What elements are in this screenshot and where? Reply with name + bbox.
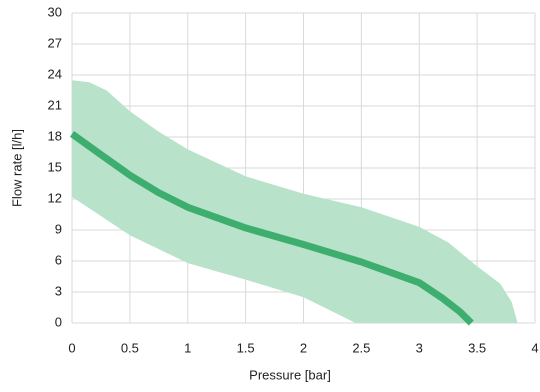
y-tick-label: 9 [55, 221, 62, 236]
x-tick-label: 3.5 [468, 340, 486, 355]
y-axis-label: Flow rate [l/h] [9, 129, 24, 207]
x-tick-label: 1.5 [237, 340, 255, 355]
x-tick-label: 1 [184, 340, 191, 355]
x-tick-label: 0.5 [121, 340, 139, 355]
y-tick-label: 6 [55, 252, 62, 267]
x-tick-label: 2 [300, 340, 307, 355]
x-tick-label: 4 [531, 340, 538, 355]
y-tick-label: 18 [48, 128, 62, 143]
line [69, 131, 474, 326]
y-tick-label: 12 [48, 190, 62, 205]
y-tick-label: 30 [48, 4, 62, 19]
x-tick-label: 3 [416, 340, 423, 355]
x-axis-label: Pressure [bar] [249, 367, 331, 382]
y-tick-label: 0 [55, 314, 62, 329]
y-tick-label: 15 [48, 159, 62, 174]
confidence-band [72, 80, 518, 323]
y-tick-label: 3 [55, 283, 62, 298]
x-tick-label: 0 [68, 340, 75, 355]
y-tick-label: 21 [48, 97, 62, 112]
y-tick-label: 24 [48, 66, 62, 81]
y-tick-label: 27 [48, 35, 62, 50]
x-tick-label: 2.5 [352, 340, 370, 355]
